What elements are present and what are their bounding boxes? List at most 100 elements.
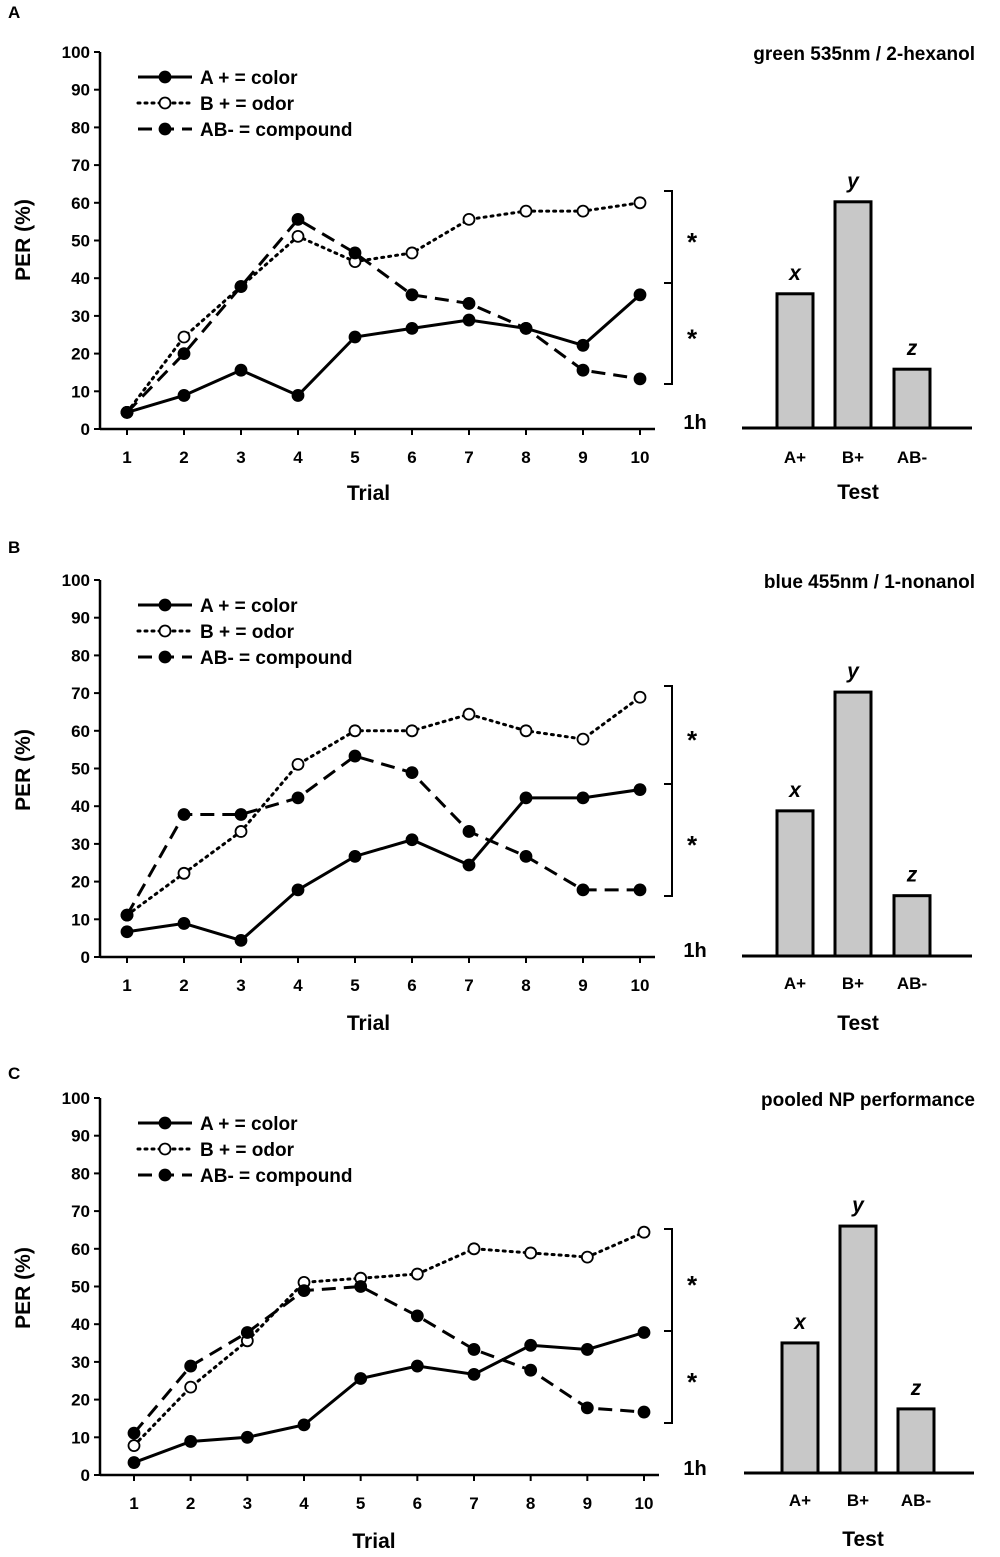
bar-ab-minus xyxy=(892,894,932,958)
bar-category-label: A+ xyxy=(784,974,806,993)
series-line-dashed xyxy=(125,217,641,414)
bar-category-label: A+ xyxy=(789,1491,811,1510)
legend-marker xyxy=(158,598,172,612)
y-tick-label: 50 xyxy=(71,232,90,251)
data-point-dotted xyxy=(519,204,533,218)
y-tick-label: 90 xyxy=(71,1127,90,1146)
data-point-solid xyxy=(291,389,305,402)
series-line-dotted xyxy=(132,1230,646,1448)
data-point-dotted xyxy=(348,724,362,738)
bar-a-plus xyxy=(775,809,815,958)
data-point-dashed xyxy=(177,808,191,821)
bar-category-label: A+ xyxy=(784,448,806,467)
y-tick-label: 30 xyxy=(71,307,90,326)
data-point-dashed xyxy=(410,1309,424,1323)
significance-star: * xyxy=(687,324,698,354)
data-point-dashed xyxy=(234,808,248,821)
data-point-dashed xyxy=(637,1405,651,1419)
bar-category-label: AB- xyxy=(897,448,927,467)
data-point-dotted xyxy=(524,1246,538,1260)
legend-label: AB- = compound xyxy=(200,648,353,669)
significance-bracket xyxy=(664,1228,673,1424)
legend-label: AB- = compound xyxy=(200,1166,353,1187)
legend-marker xyxy=(158,624,172,638)
data-point-dotted xyxy=(291,229,305,243)
data-point-dotted xyxy=(291,757,305,771)
data-point-dotted xyxy=(462,707,476,721)
data-point-solid xyxy=(177,917,191,930)
data-point-dotted xyxy=(405,724,419,738)
data-point-solid xyxy=(580,1343,594,1356)
x-tick-label: 3 xyxy=(243,1494,252,1513)
x-tick-label: 10 xyxy=(635,1494,654,1513)
data-point-dotted xyxy=(234,825,248,838)
data-point-solid xyxy=(354,1372,368,1385)
bar-category-label: B+ xyxy=(842,448,864,467)
data-point-solid xyxy=(348,849,362,863)
bar-category-label: AB- xyxy=(901,1491,931,1510)
data-point-dashed xyxy=(462,825,476,838)
data-point-solid xyxy=(120,925,134,939)
data-point-dashed xyxy=(240,1326,254,1339)
data-point-dashed xyxy=(633,372,647,386)
data-point-solid xyxy=(519,791,533,805)
y-tick-label: 70 xyxy=(71,1202,90,1221)
data-point-dotted xyxy=(184,1380,198,1394)
y-tick-label: 20 xyxy=(71,873,90,892)
x-tick-label: 4 xyxy=(293,976,303,995)
data-point-dashed xyxy=(120,908,134,922)
y-tick-label: 100 xyxy=(62,571,90,590)
data-point-dotted xyxy=(405,246,419,260)
y-tick-label: 80 xyxy=(71,646,90,665)
series-line-dashed xyxy=(132,1284,645,1435)
x-tick-label: 2 xyxy=(186,1494,195,1513)
data-point-dashed xyxy=(120,406,134,419)
y-tick-label: 20 xyxy=(71,1391,90,1410)
x-tick-label: 9 xyxy=(583,1494,592,1513)
y-tick-label: 80 xyxy=(71,118,90,137)
x-axis-label: Trial xyxy=(352,1530,395,1553)
x-tick-label: 2 xyxy=(179,976,188,995)
bar-b-plus xyxy=(838,1224,878,1475)
x-tick-label: 1 xyxy=(129,1494,138,1513)
y-tick-label: 10 xyxy=(71,1428,90,1447)
x-axis-label: Trial xyxy=(347,482,390,505)
bar-a-plus xyxy=(780,1341,820,1475)
data-point-solid xyxy=(240,1430,254,1444)
y-axis-label: PER (%) xyxy=(12,199,35,281)
x-tick-label: 6 xyxy=(413,1494,422,1513)
data-point-solid xyxy=(234,363,248,377)
y-tick-label: 60 xyxy=(71,722,90,741)
significance-star: * xyxy=(687,227,698,257)
x-tick-label: 3 xyxy=(236,976,245,995)
data-point-solid xyxy=(405,833,419,847)
y-tick-label: 80 xyxy=(71,1164,90,1183)
data-point-dashed xyxy=(467,1343,481,1356)
x-tick-label: 5 xyxy=(356,1494,365,1513)
x-tick-label: 8 xyxy=(526,1494,535,1513)
y-tick-label: 50 xyxy=(71,1278,90,1297)
panel-title: green 535nm / 2-hexanol xyxy=(753,44,975,65)
x-tick-label: 10 xyxy=(631,976,650,995)
series-line-dotted xyxy=(125,201,642,414)
data-point-dashed xyxy=(297,1284,311,1298)
data-point-dotted xyxy=(177,866,191,880)
data-point-solid xyxy=(348,330,362,344)
data-point-dashed xyxy=(234,280,248,293)
time-label: 1h xyxy=(683,940,706,962)
series-line-dashed xyxy=(125,754,640,916)
x-tick-label: 4 xyxy=(299,1494,309,1513)
x-tick-label: 10 xyxy=(631,448,650,467)
y-tick-label: 100 xyxy=(62,1089,90,1108)
bar-significance-letter: x xyxy=(788,262,802,285)
bar-ab-minus xyxy=(896,1407,936,1475)
data-point-solid xyxy=(467,1367,481,1381)
legend-label: A + = color xyxy=(200,68,298,89)
data-point-dashed xyxy=(348,246,362,260)
data-point-dashed xyxy=(348,749,362,763)
panel-letter: C xyxy=(8,1064,20,1083)
legend-marker xyxy=(158,1142,172,1156)
